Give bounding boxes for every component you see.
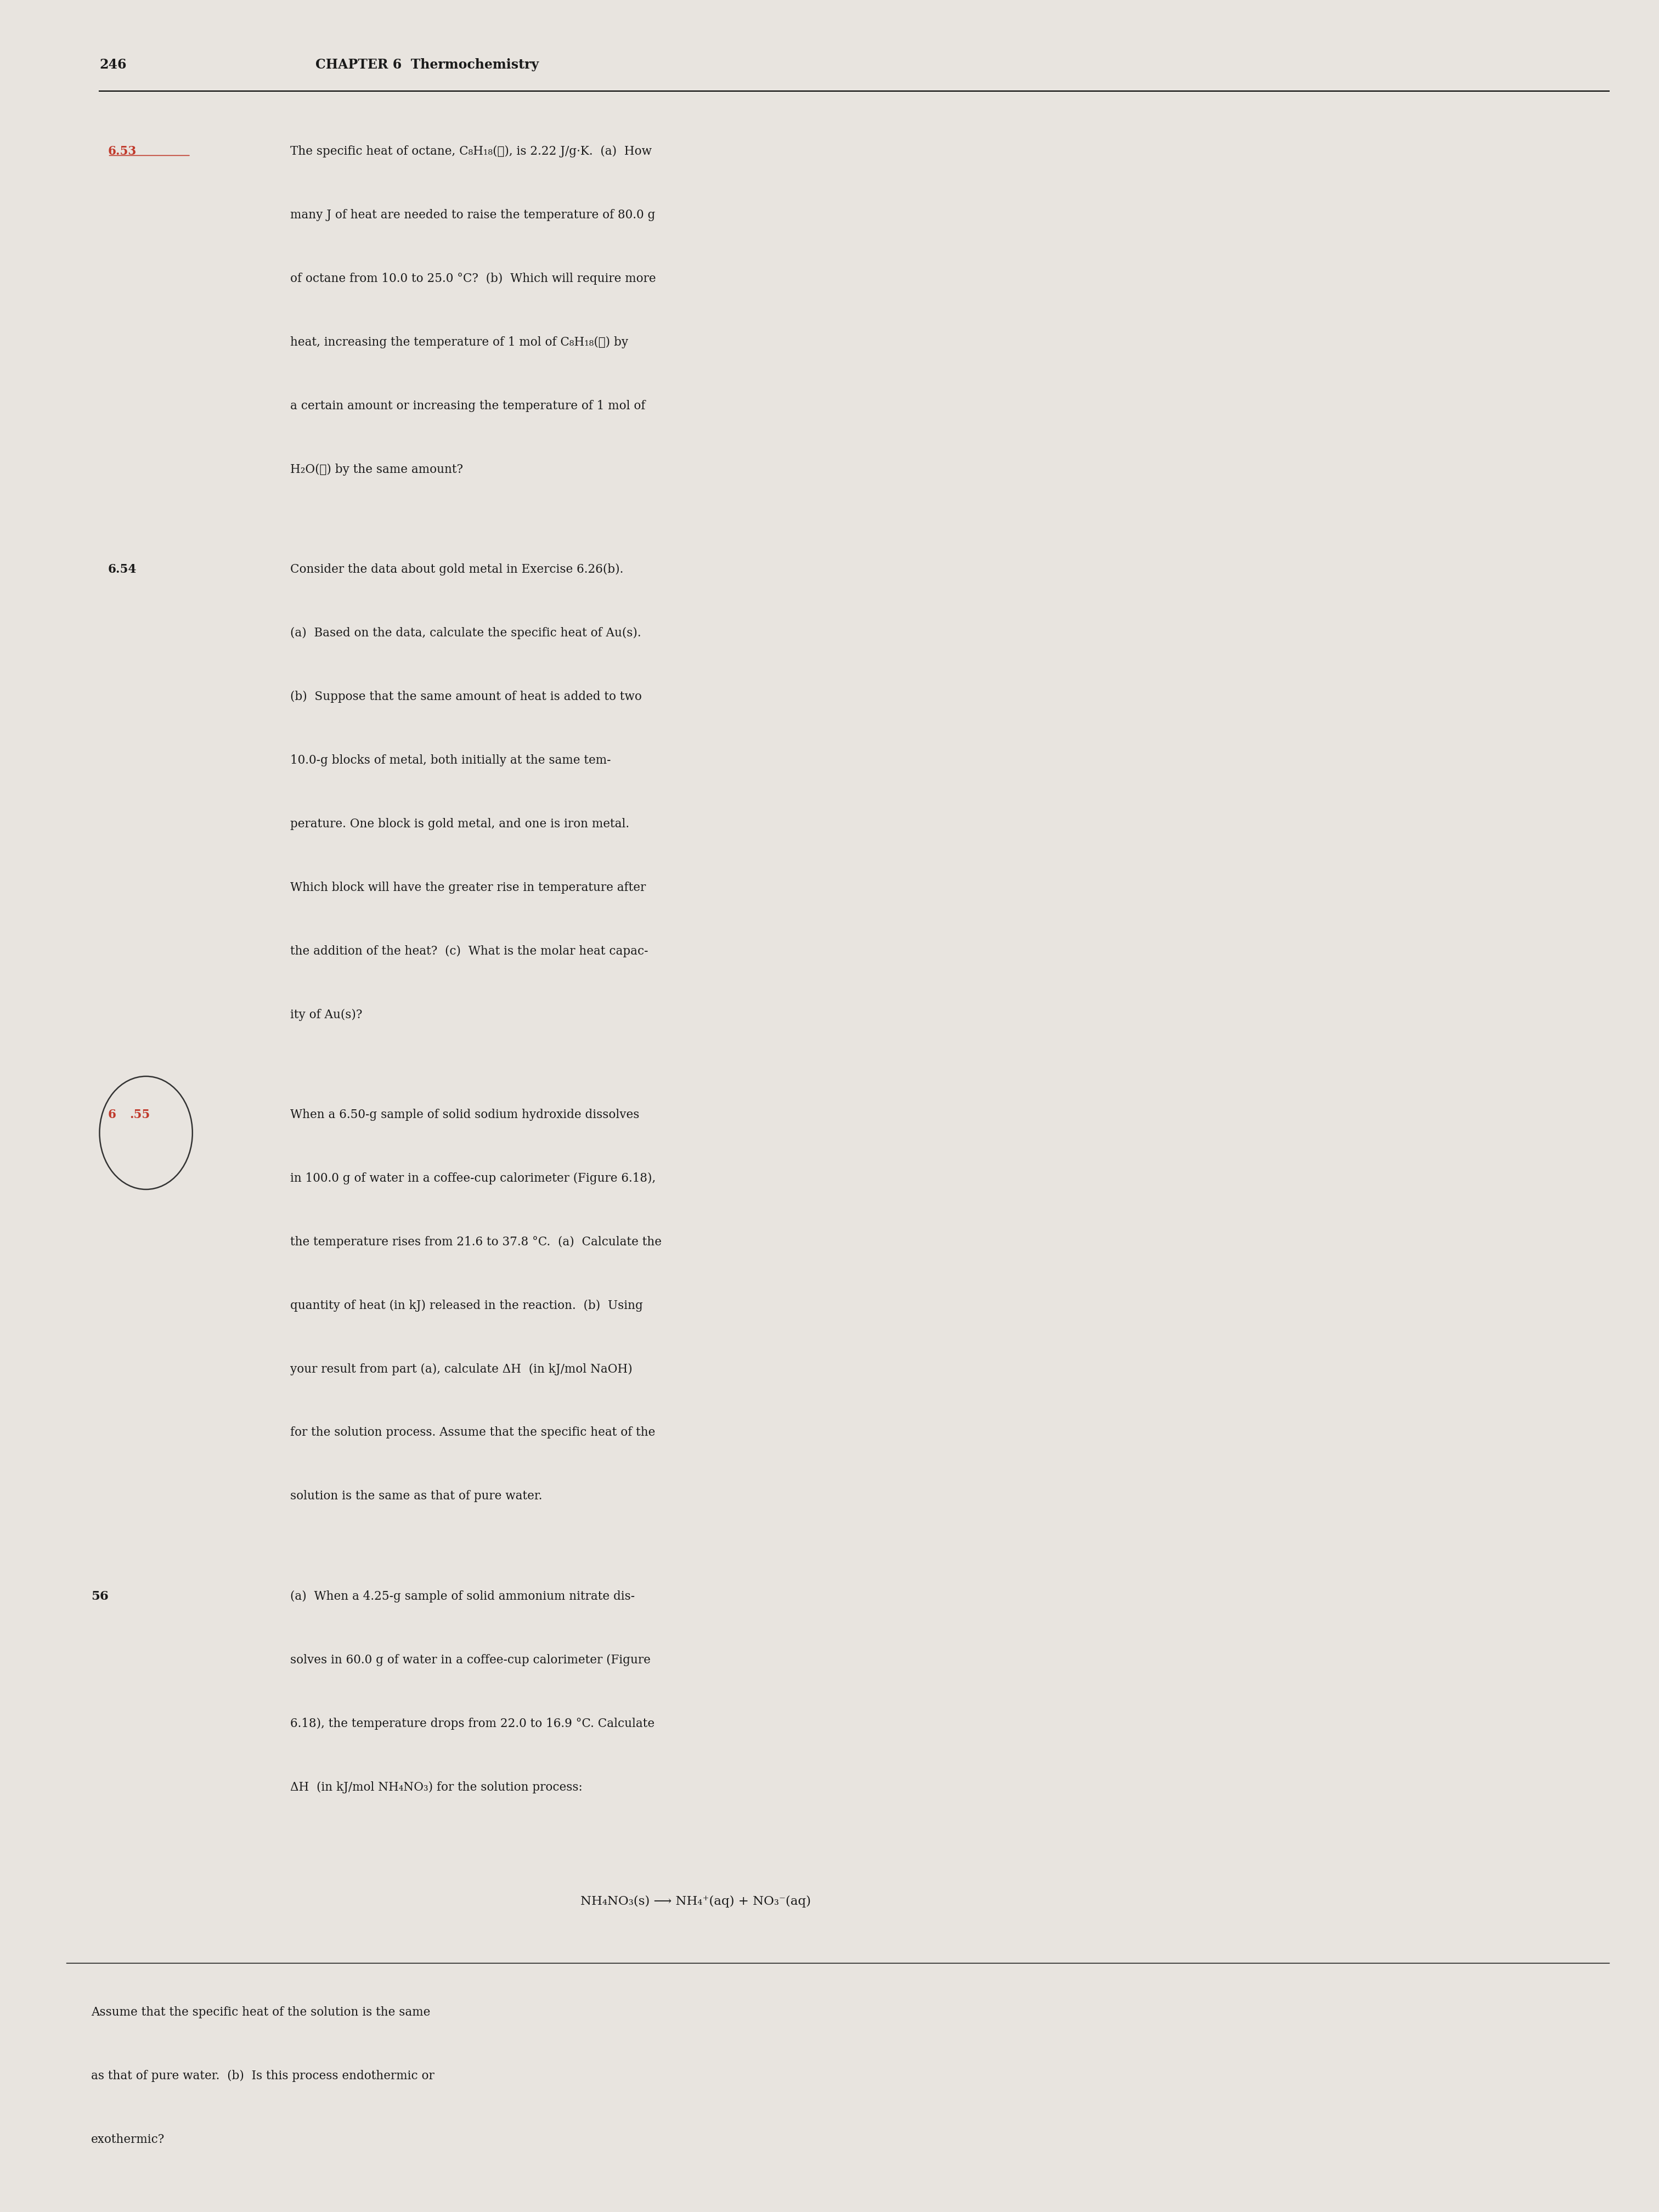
Text: a certain amount or increasing the temperature of 1 mol of: a certain amount or increasing the tempe… [290,400,645,411]
Text: 6.54: 6.54 [108,564,136,575]
Text: Which block will have the greater rise in temperature after: Which block will have the greater rise i… [290,880,645,894]
Text: .55: .55 [129,1108,149,1121]
Text: many J of heat are needed to raise the temperature of 80.0 g: many J of heat are needed to raise the t… [290,208,655,221]
Text: heat, increasing the temperature of 1 mol of C₈H₁₈(ℓ) by: heat, increasing the temperature of 1 mo… [290,336,629,347]
Text: as that of pure water.  (b)  Is this process endothermic or: as that of pure water. (b) Is this proce… [91,2070,435,2081]
Text: CHAPTER 6  Thermochemistry: CHAPTER 6 Thermochemistry [315,58,539,71]
Text: (a)  Based on the data, calculate the specific heat of Au(s).: (a) Based on the data, calculate the spe… [290,626,642,639]
Text: 10.0-g blocks of metal, both initially at the same tem-: 10.0-g blocks of metal, both initially a… [290,754,611,765]
Text: When a 6.50-g sample of solid sodium hydroxide dissolves: When a 6.50-g sample of solid sodium hyd… [290,1108,639,1121]
Text: quantity of heat (in kJ) released in the reaction.  (b)  Using: quantity of heat (in kJ) released in the… [290,1298,644,1312]
Text: exothermic?: exothermic? [91,2132,164,2146]
Text: for the solution process. Assume that the specific heat of the: for the solution process. Assume that th… [290,1427,655,1438]
Text: in 100.0 g of water in a coffee-cup calorimeter (Figure 6.18),: in 100.0 g of water in a coffee-cup calo… [290,1172,655,1183]
Text: 6.18), the temperature drops from 22.0 to 16.9 °C. Calculate: 6.18), the temperature drops from 22.0 t… [290,1717,655,1730]
Text: H₂O(ℓ) by the same amount?: H₂O(ℓ) by the same amount? [290,465,463,476]
Text: Assume that the specific heat of the solution is the same: Assume that the specific heat of the sol… [91,2006,430,2017]
Text: ity of Au(s)?: ity of Au(s)? [290,1009,362,1020]
Text: The specific heat of octane, C₈H₁₈(ℓ), is 2.22 J/g·K.  (a)  How: The specific heat of octane, C₈H₁₈(ℓ), i… [290,146,652,157]
Text: 246: 246 [100,58,126,71]
Text: Consider the data about gold metal in Exercise 6.26(b).: Consider the data about gold metal in Ex… [290,564,624,575]
Text: 6.53: 6.53 [108,146,136,157]
Text: 6: 6 [108,1108,116,1121]
Text: 56: 56 [91,1590,109,1601]
Text: your result from part (a), calculate ΔH  (in kJ/mol NaOH): your result from part (a), calculate ΔH … [290,1363,632,1376]
Text: of octane from 10.0 to 25.0 °C?  (b)  Which will require more: of octane from 10.0 to 25.0 °C? (b) Whic… [290,272,655,285]
Text: solution is the same as that of pure water.: solution is the same as that of pure wat… [290,1491,542,1502]
Text: the temperature rises from 21.6 to 37.8 °C.  (a)  Calculate the: the temperature rises from 21.6 to 37.8 … [290,1237,662,1248]
Text: ΔH  (in kJ/mol NH₄NO₃) for the solution process:: ΔH (in kJ/mol NH₄NO₃) for the solution p… [290,1781,582,1794]
Text: perature. One block is gold metal, and one is iron metal.: perature. One block is gold metal, and o… [290,818,629,830]
Text: (b)  Suppose that the same amount of heat is added to two: (b) Suppose that the same amount of heat… [290,690,642,703]
Text: (a)  When a 4.25-g sample of solid ammonium nitrate dis-: (a) When a 4.25-g sample of solid ammoni… [290,1590,635,1601]
Text: NH₄NO₃(s) ⟶ NH₄⁺(aq) + NO₃⁻(aq): NH₄NO₃(s) ⟶ NH₄⁺(aq) + NO₃⁻(aq) [581,1896,811,1907]
Text: the addition of the heat?  (c)  What is the molar heat capac-: the addition of the heat? (c) What is th… [290,945,649,958]
Text: solves in 60.0 g of water in a coffee-cup calorimeter (Figure: solves in 60.0 g of water in a coffee-cu… [290,1655,650,1666]
